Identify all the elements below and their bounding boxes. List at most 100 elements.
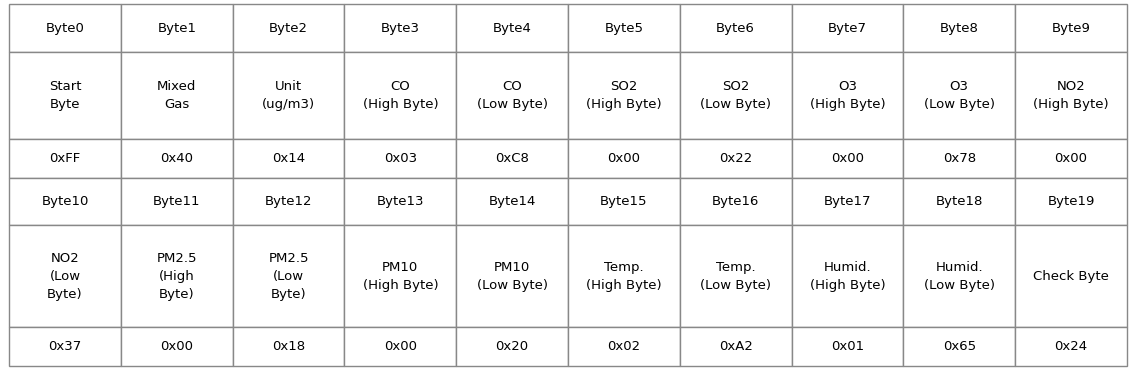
Text: Byte0: Byte0 [45,22,84,35]
Bar [792,4,903,52]
Bar [792,52,903,139]
Bar [120,178,233,225]
Text: CO
(High Byte): CO (High Byte) [362,80,438,111]
Bar [120,52,233,139]
Text: O3
(Low Byte): O3 (Low Byte) [924,80,995,111]
Text: Temp.
(Low Byte): Temp. (Low Byte) [700,260,771,292]
Bar [792,225,903,327]
Text: Start
Byte: Start Byte [49,80,82,111]
Text: 0x40: 0x40 [160,152,193,165]
Text: Byte12: Byte12 [265,195,312,208]
Bar [792,327,903,366]
Text: 0x00: 0x00 [830,152,864,165]
Bar [233,139,344,178]
Text: Byte19: Byte19 [1047,195,1095,208]
Text: SO2
(Low Byte): SO2 (Low Byte) [700,80,771,111]
Bar [233,178,344,225]
Bar [903,52,1016,139]
Bar [568,178,679,225]
Text: NO2
(High Byte): NO2 (High Byte) [1034,80,1109,111]
Text: SO2
(High Byte): SO2 (High Byte) [586,80,661,111]
Text: Byte5: Byte5 [604,22,643,35]
Bar [792,178,903,225]
Text: PM10
(Low Byte): PM10 (Low Byte) [477,260,548,292]
Bar [457,52,568,139]
Bar [1016,178,1127,225]
Text: Byte6: Byte6 [716,22,755,35]
Bar [120,225,233,327]
Bar [344,139,457,178]
Bar [9,225,120,327]
Bar [120,4,233,52]
Text: 0x01: 0x01 [830,340,864,353]
Bar [903,327,1016,366]
Bar [1016,139,1127,178]
Text: Byte13: Byte13 [376,195,424,208]
Bar [568,225,679,327]
Text: O3
(High Byte): O3 (High Byte) [810,80,885,111]
Text: 0x20: 0x20 [495,340,528,353]
Text: Mixed
Gas: Mixed Gas [157,80,197,111]
Text: 0xC8: 0xC8 [495,152,529,165]
Text: 0x00: 0x00 [160,340,193,353]
Text: Byte17: Byte17 [824,195,871,208]
Text: Byte11: Byte11 [153,195,201,208]
Bar [568,139,679,178]
Text: Temp.
(High Byte): Temp. (High Byte) [586,260,661,292]
Text: 0x78: 0x78 [943,152,976,165]
Bar [233,52,344,139]
Text: 0x14: 0x14 [272,152,306,165]
Bar [9,178,120,225]
Bar [120,327,233,366]
Text: 0x18: 0x18 [272,340,306,353]
Bar [344,178,457,225]
Text: Byte8: Byte8 [939,22,979,35]
Bar [679,225,792,327]
Text: Byte3: Byte3 [381,22,420,35]
Bar [1016,4,1127,52]
Bar [9,4,120,52]
Bar [792,139,903,178]
Bar [233,4,344,52]
Bar [1016,225,1127,327]
Text: Byte1: Byte1 [157,22,197,35]
Text: 0xFF: 0xFF [49,152,81,165]
Bar [1016,52,1127,139]
Text: Byte18: Byte18 [936,195,983,208]
Bar [457,4,568,52]
Text: PM2.5
(Low
Byte): PM2.5 (Low Byte) [268,252,309,300]
Bar [9,52,120,139]
Text: 0xA2: 0xA2 [719,340,753,353]
Text: Byte14: Byte14 [488,195,536,208]
Bar [344,225,457,327]
Bar [679,4,792,52]
Text: 0x03: 0x03 [384,152,417,165]
Text: NO2
(Low
Byte): NO2 (Low Byte) [48,252,83,300]
Bar [120,139,233,178]
Bar [568,4,679,52]
Text: PM10
(High Byte): PM10 (High Byte) [362,260,438,292]
Text: PM2.5
(High
Byte): PM2.5 (High Byte) [157,252,197,300]
Bar [457,225,568,327]
Text: Humid.
(Low Byte): Humid. (Low Byte) [924,260,995,292]
Bar [1016,327,1127,366]
Text: 0x37: 0x37 [49,340,82,353]
Text: 0x24: 0x24 [1054,340,1087,353]
Text: Check Byte: Check Byte [1033,269,1109,283]
Text: Byte15: Byte15 [600,195,648,208]
Bar [233,327,344,366]
Bar [457,178,568,225]
Bar [903,139,1016,178]
Text: Unit
(ug/m3): Unit (ug/m3) [262,80,315,111]
Bar [9,327,120,366]
Bar [903,225,1016,327]
Text: 0x22: 0x22 [719,152,752,165]
Text: Byte2: Byte2 [269,22,308,35]
Bar [9,139,120,178]
Text: Byte4: Byte4 [493,22,532,35]
Bar [568,52,679,139]
Bar [903,178,1016,225]
Text: CO
(Low Byte): CO (Low Byte) [477,80,548,111]
Text: Byte9: Byte9 [1052,22,1091,35]
Bar [679,327,792,366]
